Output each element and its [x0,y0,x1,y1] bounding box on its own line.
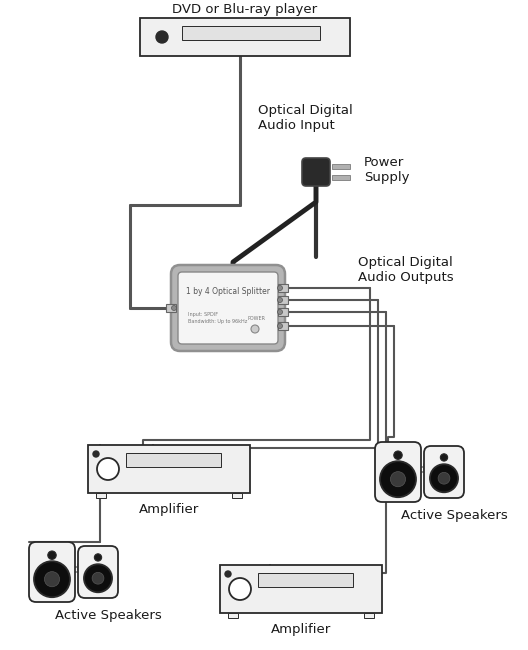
Text: Active Speakers: Active Speakers [54,608,162,621]
Circle shape [44,571,60,587]
Circle shape [172,306,176,311]
Text: Input: SPDIF
Bandwidth: Up to 96kHz: Input: SPDIF Bandwidth: Up to 96kHz [188,312,248,324]
Bar [126,453,221,467]
Circle shape [278,285,282,291]
Circle shape [48,551,56,560]
Bar [278,308,288,316]
Circle shape [394,451,402,460]
Circle shape [92,573,104,584]
Bar [332,164,350,169]
FancyBboxPatch shape [424,446,464,498]
Bar [232,493,242,498]
Circle shape [225,571,231,577]
Bar [220,565,382,613]
Text: Active Speakers: Active Speakers [401,508,507,521]
Bar [258,573,353,587]
Circle shape [93,451,99,457]
Circle shape [440,454,448,461]
Circle shape [430,464,458,492]
Circle shape [278,324,282,328]
Circle shape [278,309,282,315]
Text: DVD or Blu-ray player: DVD or Blu-ray player [173,3,317,16]
Text: Power
Supply: Power Supply [364,156,410,184]
FancyBboxPatch shape [171,265,285,351]
Bar [228,613,238,618]
Circle shape [156,31,168,43]
Bar [364,613,374,618]
Bar [88,445,250,493]
Bar [96,493,106,498]
Circle shape [251,325,259,333]
Bar [166,304,176,312]
Text: 1 by 4 Optical Splitter: 1 by 4 Optical Splitter [186,287,270,296]
Bar [182,26,320,40]
FancyBboxPatch shape [178,272,278,344]
Circle shape [380,462,416,497]
Circle shape [97,458,119,480]
Bar [278,296,288,304]
Circle shape [95,554,101,561]
Circle shape [390,472,406,487]
Text: Amplifier: Amplifier [271,623,331,636]
Circle shape [84,564,112,592]
Circle shape [34,561,70,597]
FancyBboxPatch shape [302,158,330,186]
Bar [278,284,288,292]
FancyBboxPatch shape [29,542,75,602]
Text: Optical Digital
Audio Input: Optical Digital Audio Input [258,104,353,132]
Text: Optical Digital
Audio Outputs: Optical Digital Audio Outputs [358,256,454,284]
Circle shape [438,473,450,484]
Bar [140,18,350,56]
Text: POWER: POWER [248,315,266,320]
Bar [332,175,350,180]
Circle shape [278,298,282,302]
Bar [278,322,288,330]
Text: Amplifier: Amplifier [139,502,199,515]
Circle shape [229,578,251,600]
FancyBboxPatch shape [375,442,421,502]
FancyBboxPatch shape [78,546,118,598]
